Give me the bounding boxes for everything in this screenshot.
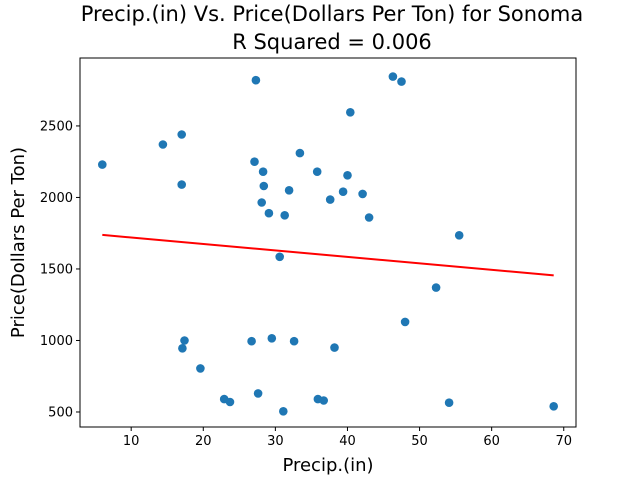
plot-area [98, 72, 558, 416]
regression-line [102, 233, 554, 277]
data-point [454, 231, 464, 240]
plot-frame [79, 57, 577, 428]
data-point [196, 364, 205, 373]
data-point [158, 140, 168, 149]
data-point [177, 130, 186, 139]
data-point [444, 398, 454, 408]
data-point [358, 189, 367, 199]
data-point [225, 397, 235, 407]
x-tick-label: 10 [123, 434, 140, 449]
data-point [258, 167, 268, 176]
data-point [295, 148, 305, 158]
x-tick-label: 40 [339, 434, 356, 449]
y-tick-label: 1500 [40, 262, 73, 277]
x-tick-label: 30 [267, 434, 284, 449]
data-point [397, 77, 406, 86]
data-point [284, 186, 294, 195]
data-point [253, 389, 263, 398]
data-point [346, 108, 355, 117]
data-point [325, 195, 335, 204]
data-point [264, 208, 274, 218]
data-point [364, 213, 374, 222]
x-tick-label: 70 [555, 434, 572, 449]
data-point [275, 252, 285, 262]
data-point [98, 160, 107, 169]
y-tick-label: 2000 [40, 191, 73, 206]
data-point [289, 336, 299, 346]
chart-subtitle-r-squared: R Squared = 0.006 [232, 30, 432, 54]
data-point [177, 180, 186, 189]
axis-ticks: 10 20 30 40 50 60 70 500 1000 1500 2000 2500 [40, 119, 572, 449]
x-tick-label: 60 [483, 434, 500, 449]
data-point [247, 336, 256, 346]
data-point [279, 407, 288, 416]
chart-title: Precip.(in) Vs. Price(Dollars Per Ton) f… [81, 2, 584, 26]
data-point [180, 336, 189, 345]
x-tick-label: 50 [411, 434, 428, 449]
x-tick-label: 20 [195, 434, 212, 449]
data-point [251, 75, 261, 85]
data-point [250, 157, 259, 166]
data-point [178, 344, 187, 353]
x-axis-label: Precip.(in) [282, 455, 373, 476]
data-point [312, 167, 322, 176]
data-point [319, 396, 329, 405]
data-point [400, 317, 410, 327]
y-tick-label: 2500 [40, 119, 73, 134]
y-tick-label: 500 [48, 405, 73, 420]
data-point [280, 211, 290, 220]
y-tick-label: 1000 [40, 334, 73, 349]
y-axis-label: Price(Dollars Per Ton) [8, 147, 29, 338]
data-point [330, 343, 339, 352]
data-point [431, 283, 441, 292]
data-point [549, 402, 558, 411]
data-point [257, 198, 267, 207]
data-point [267, 334, 277, 343]
data-point [343, 171, 352, 180]
data-point [388, 72, 398, 81]
data-point [259, 181, 269, 191]
data-point [338, 187, 348, 196]
